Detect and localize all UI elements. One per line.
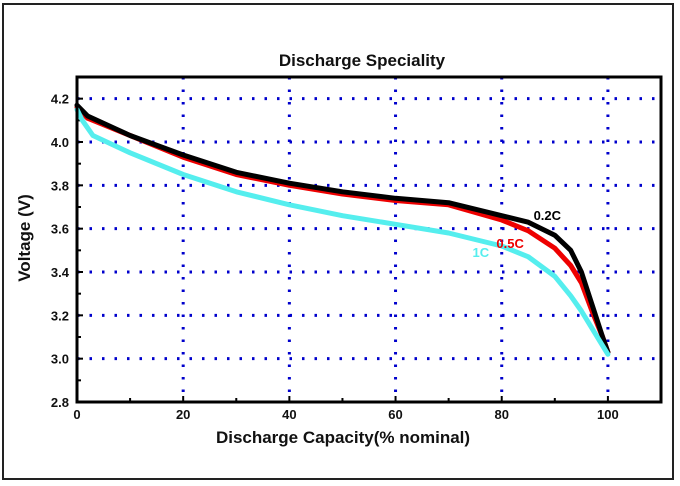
annotation-label: 0.2C [534,208,562,223]
y-axis-label: Voltage (V) [15,194,34,282]
y-tick-label: 3.4 [51,265,70,280]
x-tick-label: 40 [282,407,296,422]
x-tick-label: 0 [73,407,80,422]
annotation-label: 0.5C [496,236,524,251]
y-tick-label: 4.0 [51,135,69,150]
annotations: 0.2C 0.5C 1C [473,208,562,260]
grid [77,77,661,402]
x-axis-label: Discharge Capacity(% nominal) [216,428,470,447]
y-tick-label: 3.0 [51,352,69,367]
x-tick-label: 60 [388,407,402,422]
x-tick-label: 80 [494,407,508,422]
series-line-0-2C [74,102,611,355]
plot-area-border [75,75,663,404]
chart-frame [2,3,674,480]
annotation-label: 1C [473,245,490,260]
series-lines [74,102,611,357]
y-tick-label: 2.8 [51,395,69,410]
y-tick-label: 3.2 [51,308,69,323]
y-tick-label: 3.6 [51,222,69,237]
y-tick-label: 4.2 [51,92,69,107]
x-tick-label: 20 [176,407,190,422]
chart-title: Discharge Speciality [279,51,446,70]
x-tick-label: 100 [597,407,619,422]
series-line-1C [74,107,611,357]
y-tick-label: 3.8 [51,178,69,193]
